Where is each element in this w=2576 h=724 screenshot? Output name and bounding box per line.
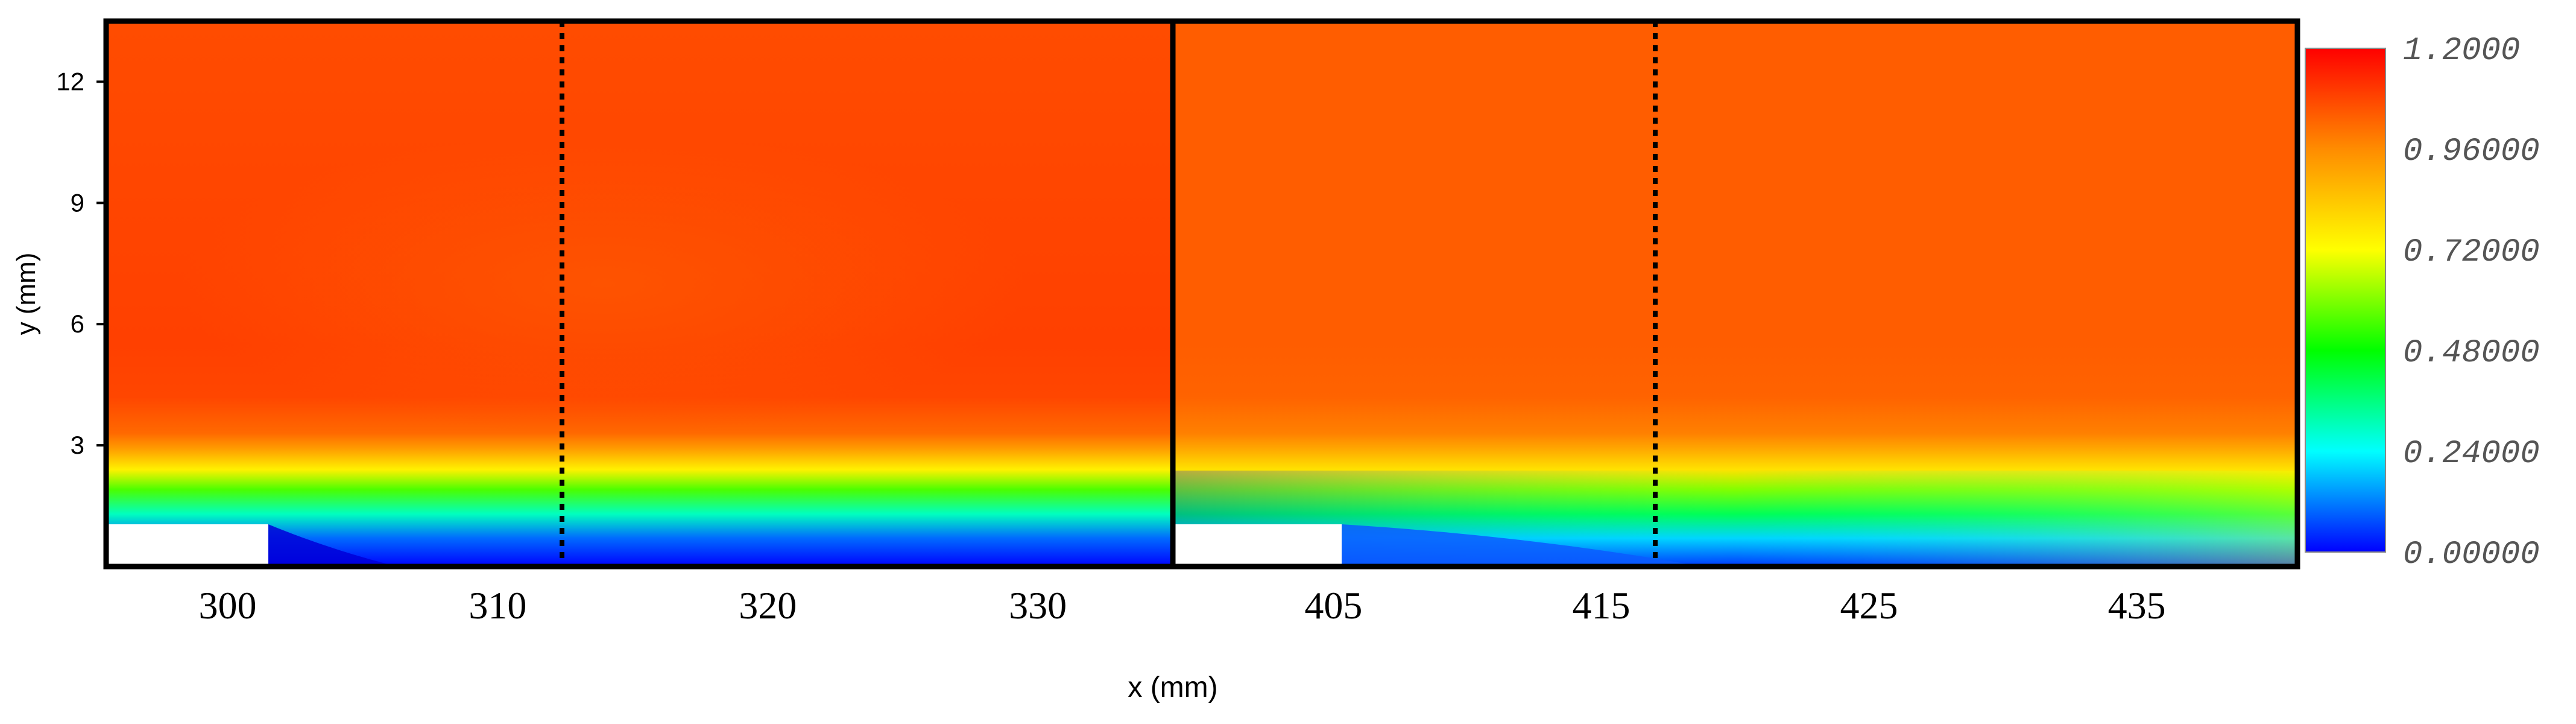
colorbar-tick-label: 0.24000 (2403, 436, 2540, 472)
x-tick-label: 330 (1009, 584, 1067, 627)
colorbar-tick-label: 1.2000 (2403, 33, 2520, 69)
colorbar-tick-label: 0.48000 (2403, 335, 2540, 372)
colorbar: 1.2000 0.96000 0.72000 0.48000 0.24000 0.0000… (2305, 33, 2540, 573)
colorbar-tick-label: 0.00000 (2403, 536, 2540, 573)
x-tick-label: 320 (739, 584, 797, 627)
y-tick-label: 3 (71, 431, 84, 459)
x-tick-label: 300 (199, 584, 257, 627)
y-axis-label: y (mm) (11, 253, 41, 335)
y-tick-label: 12 (56, 67, 84, 95)
colorbar-tick-label: 0.72000 (2403, 234, 2540, 271)
colorbar-tick-label: 0.96000 (2403, 133, 2540, 170)
x-tick-label: 425 (1840, 584, 1898, 627)
left-panel-core (181, 133, 1025, 434)
y-tick-label: 6 (71, 310, 84, 338)
y-axis: 3 6 9 12 (56, 67, 106, 459)
x-tick-label: 405 (1304, 584, 1362, 627)
x-axis: 300 310 320 330 405 415 425 435 (199, 584, 2166, 627)
x-tick-label: 435 (2108, 584, 2166, 627)
x-axis-label: x (mm) (1128, 672, 1217, 703)
right-separation-region (1342, 524, 1688, 567)
x-tick-label: 415 (1572, 584, 1630, 627)
x-tick-label: 310 (469, 584, 526, 627)
right-panel-frame (1170, 18, 2300, 570)
right-panel (1170, 18, 2300, 570)
right-step-block (1173, 524, 1342, 567)
left-separation-region (268, 524, 398, 567)
left-step-block (106, 524, 268, 567)
y-tick-label: 9 (71, 188, 84, 217)
colorbar-gradient (2305, 48, 2386, 553)
colorbar-ticks: 1.2000 0.96000 0.72000 0.48000 0.24000 0.0000… (2403, 33, 2540, 573)
left-panel (103, 18, 1176, 570)
